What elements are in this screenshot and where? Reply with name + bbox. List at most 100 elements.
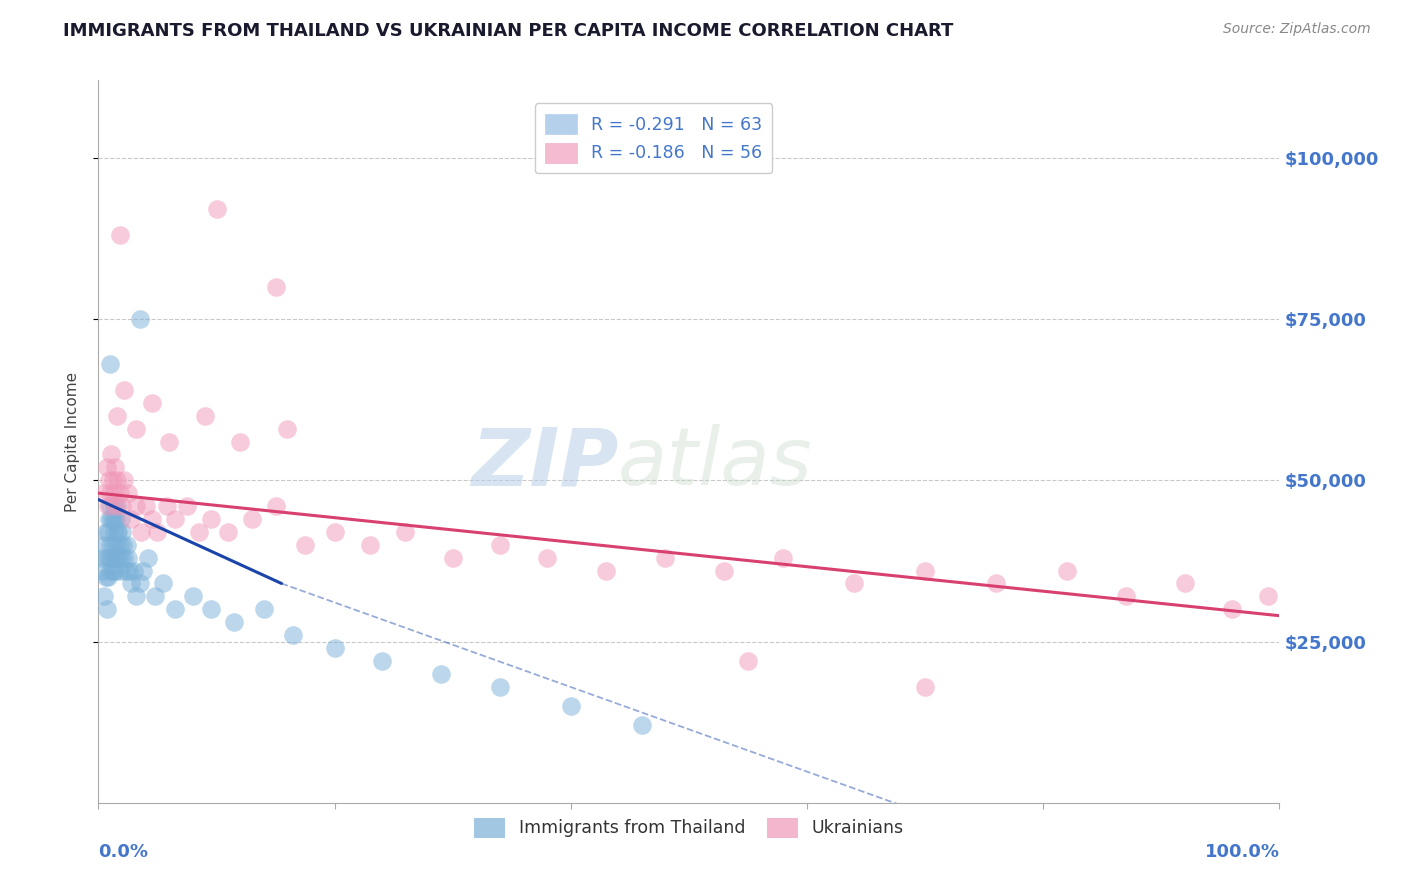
Point	[229, 434, 252, 449]
Point	[114, 564, 136, 578]
Point	[323, 524, 346, 539]
Point	[105, 499, 128, 513]
Point	[94, 524, 117, 539]
Point	[323, 640, 346, 655]
Point	[200, 602, 222, 616]
Point	[200, 512, 222, 526]
Point	[136, 550, 159, 565]
Point	[93, 538, 115, 552]
Y-axis label: Per Capita Income: Per Capita Income	[65, 371, 80, 512]
Point	[187, 524, 209, 539]
Point	[105, 499, 128, 513]
Point	[103, 550, 125, 565]
Point	[371, 654, 394, 668]
Text: 100.0%: 100.0%	[1205, 843, 1279, 861]
Point	[224, 615, 246, 630]
Point	[111, 499, 134, 513]
Point	[101, 564, 124, 578]
Point	[157, 434, 180, 449]
Point	[135, 499, 157, 513]
Point	[110, 550, 132, 565]
Point	[595, 564, 617, 578]
Point	[108, 228, 131, 243]
Point	[772, 550, 794, 565]
Point	[104, 512, 127, 526]
Point	[93, 486, 115, 500]
Point	[98, 538, 121, 552]
Point	[156, 499, 179, 513]
Point	[121, 512, 143, 526]
Point	[103, 524, 125, 539]
Point	[108, 564, 131, 578]
Point	[98, 473, 121, 487]
Point	[105, 473, 128, 487]
Text: ZIP: ZIP	[471, 425, 619, 502]
Point	[630, 718, 652, 732]
Point	[117, 486, 139, 500]
Point	[112, 473, 135, 487]
Point	[125, 499, 148, 513]
Point	[107, 550, 129, 565]
Point	[121, 576, 143, 591]
Point	[97, 499, 120, 513]
Point	[101, 512, 124, 526]
Point	[489, 538, 512, 552]
Point	[105, 550, 128, 565]
Point	[152, 576, 174, 591]
Point	[1174, 576, 1197, 591]
Point	[430, 666, 453, 681]
Point	[276, 422, 298, 436]
Point	[112, 538, 135, 552]
Point	[105, 538, 128, 552]
Point	[108, 486, 131, 500]
Point	[98, 512, 121, 526]
Point	[264, 279, 287, 293]
Point	[125, 590, 148, 604]
Point	[96, 602, 118, 616]
Point	[143, 590, 166, 604]
Point	[117, 550, 139, 565]
Point	[107, 524, 129, 539]
Point	[737, 654, 759, 668]
Point	[122, 564, 145, 578]
Point	[118, 564, 141, 578]
Point	[489, 680, 512, 694]
Point	[110, 512, 132, 526]
Point	[98, 550, 121, 565]
Point	[536, 550, 558, 565]
Point	[914, 564, 936, 578]
Point	[217, 524, 239, 539]
Point	[111, 524, 134, 539]
Point	[441, 550, 464, 565]
Point	[146, 524, 169, 539]
Point	[97, 524, 120, 539]
Point	[294, 538, 316, 552]
Point	[94, 570, 117, 584]
Point	[104, 460, 127, 475]
Point	[96, 460, 118, 475]
Point	[1257, 590, 1279, 604]
Point	[141, 396, 163, 410]
Point	[96, 550, 118, 565]
Point	[97, 570, 120, 584]
Point	[103, 499, 125, 513]
Legend: Immigrants from Thailand, Ukrainians: Immigrants from Thailand, Ukrainians	[467, 811, 911, 845]
Text: Source: ZipAtlas.com: Source: ZipAtlas.com	[1223, 22, 1371, 37]
Point	[98, 486, 121, 500]
Point	[844, 576, 866, 591]
Point	[129, 524, 152, 539]
Point	[132, 564, 155, 578]
Point	[105, 512, 128, 526]
Text: 0.0%: 0.0%	[98, 843, 149, 861]
Point	[165, 602, 187, 616]
Point	[713, 564, 735, 578]
Point	[91, 564, 114, 578]
Point	[194, 409, 217, 423]
Point	[1056, 564, 1078, 578]
Point	[101, 538, 124, 552]
Point	[100, 512, 122, 526]
Point	[181, 590, 204, 604]
Point	[264, 499, 287, 513]
Point	[165, 512, 187, 526]
Point	[394, 524, 416, 539]
